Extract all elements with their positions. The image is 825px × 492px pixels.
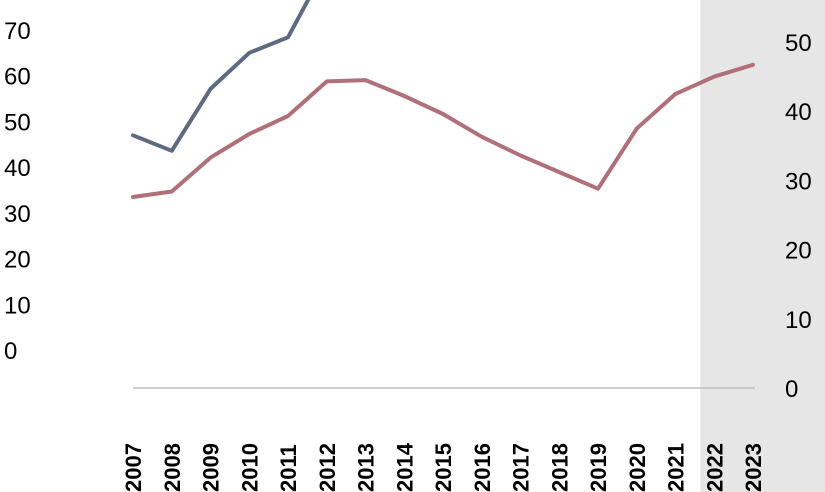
x-tick-label-2010: 2010	[237, 443, 262, 492]
x-tick-label-2019: 2019	[586, 443, 611, 492]
right-tick-label-20: 20	[785, 238, 812, 265]
series-line-right-axis	[131, 62, 755, 199]
x-axis-ticks: 2007 2008 2009 2010 2011 2012 2013 2014 2015 2016…	[121, 442, 766, 492]
x-tick-label-2013: 2013	[354, 443, 379, 492]
x-tick-label-2021: 2021	[664, 443, 689, 492]
x-tick-label-2016: 2016	[470, 443, 495, 492]
x-tick-label-2014: 2014	[392, 442, 417, 492]
x-tick-label-2023: 2023	[741, 443, 766, 492]
x-tick-label-2018: 2018	[547, 443, 572, 492]
left-axis-ticks: 0 10 20 30 40 50 60 70	[4, 18, 31, 365]
right-tick-label-50: 50	[785, 30, 812, 57]
left-tick-label-10: 10	[4, 292, 31, 319]
series-line-left-axis	[131, 0, 311, 153]
left-tick-label-70: 70	[4, 18, 31, 45]
left-tick-label-60: 60	[4, 64, 31, 91]
x-tick-label-2009: 2009	[199, 443, 224, 492]
left-tick-label-30: 30	[4, 201, 31, 228]
left-tick-label-40: 40	[4, 155, 31, 182]
x-tick-label-2022: 2022	[702, 443, 727, 492]
x-tick-label-2007: 2007	[121, 443, 146, 492]
x-tick-label-2011: 2011	[276, 444, 301, 492]
x-tick-label-2017: 2017	[509, 443, 534, 492]
x-tick-label-2008: 2008	[160, 443, 185, 492]
right-tick-label-0: 0	[785, 376, 798, 403]
x-tick-label-2012: 2012	[315, 443, 340, 492]
left-tick-label-50: 50	[4, 109, 31, 136]
series-layer	[131, 0, 755, 199]
right-tick-label-10: 10	[785, 307, 812, 334]
left-tick-label-0: 0	[4, 338, 17, 365]
forecast-shaded-region	[700, 0, 825, 492]
right-tick-label-40: 40	[785, 99, 812, 126]
x-tick-label-2020: 2020	[625, 443, 650, 492]
right-tick-label-30: 30	[785, 168, 812, 195]
left-tick-label-20: 20	[4, 247, 31, 274]
x-tick-label-2015: 2015	[431, 443, 456, 492]
right-axis-ticks: 0 10 20 30 40 50	[785, 30, 812, 403]
